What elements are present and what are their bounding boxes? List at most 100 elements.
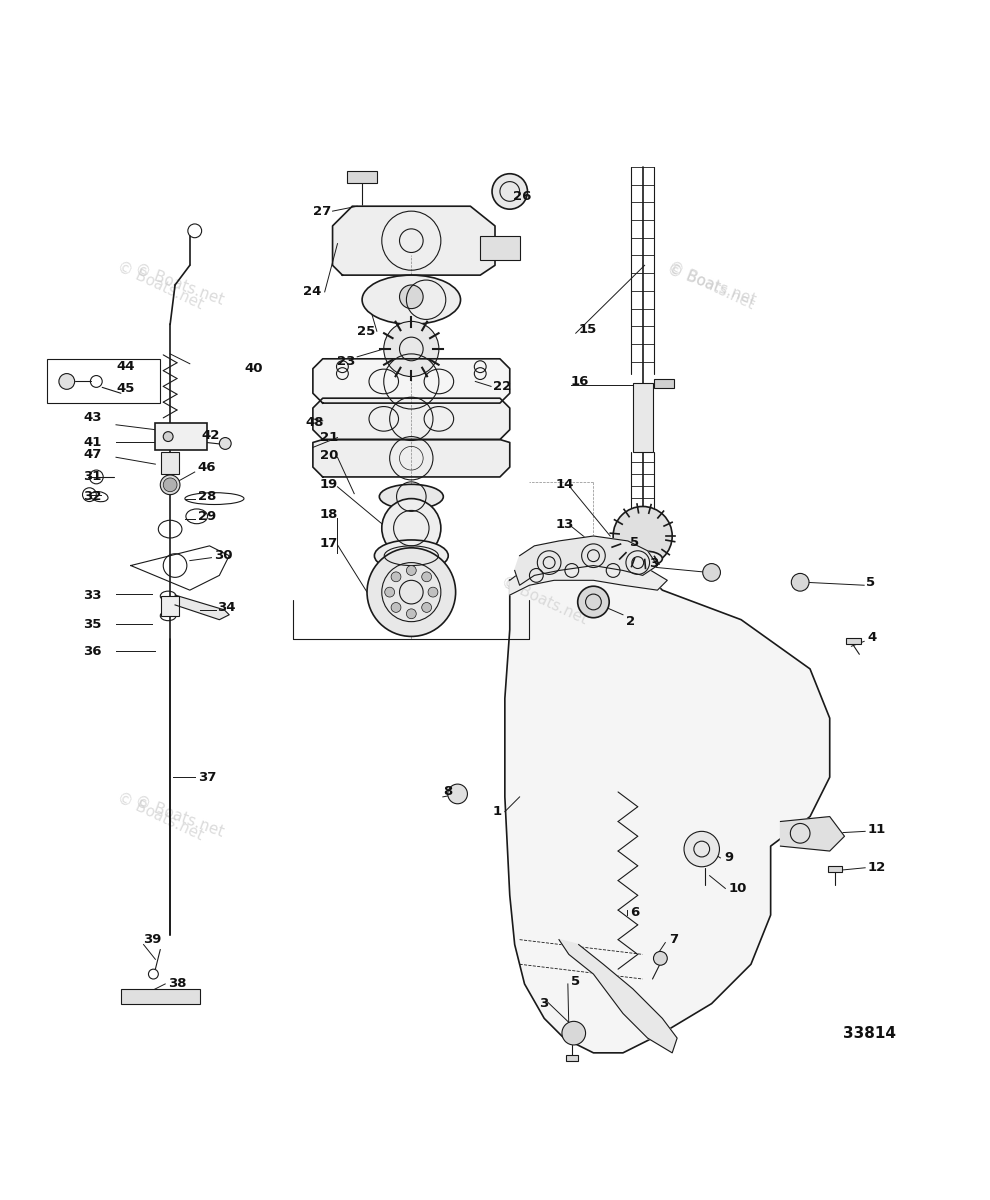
Polygon shape [510, 556, 667, 595]
Circle shape [428, 587, 438, 598]
Text: 37: 37 [198, 770, 216, 784]
Text: © Boats.net: © Boats.net [134, 262, 227, 308]
Text: 2: 2 [626, 616, 635, 628]
Text: 21: 21 [320, 431, 338, 444]
Circle shape [407, 565, 416, 575]
Ellipse shape [362, 275, 460, 324]
Text: 29: 29 [198, 510, 216, 523]
Text: 9: 9 [725, 852, 734, 864]
Text: © Boats.net: © Boats.net [115, 790, 206, 844]
Text: 8: 8 [443, 786, 452, 798]
Circle shape [400, 284, 423, 308]
Text: 5: 5 [630, 536, 639, 550]
Polygon shape [559, 940, 677, 1052]
Text: 4: 4 [867, 631, 876, 644]
Circle shape [367, 548, 455, 636]
Circle shape [578, 587, 609, 618]
Circle shape [385, 587, 395, 598]
Polygon shape [313, 359, 510, 403]
Bar [161, 452, 179, 474]
Circle shape [791, 574, 809, 592]
Circle shape [492, 174, 528, 209]
Text: 20: 20 [320, 449, 339, 462]
Polygon shape [313, 398, 510, 439]
Text: 35: 35 [83, 618, 102, 631]
Bar [121, 989, 200, 1003]
Text: 48: 48 [305, 416, 324, 430]
Text: 27: 27 [313, 205, 331, 217]
Circle shape [160, 475, 180, 494]
Circle shape [163, 432, 173, 442]
Circle shape [703, 564, 721, 581]
Text: 14: 14 [556, 479, 574, 491]
Text: 30: 30 [215, 550, 233, 562]
Text: 16: 16 [571, 374, 589, 388]
Circle shape [613, 506, 672, 565]
Bar [161, 596, 179, 616]
Text: 32: 32 [83, 490, 102, 503]
Text: 44: 44 [116, 360, 135, 373]
Circle shape [391, 602, 401, 612]
Text: © Boats.net: © Boats.net [499, 574, 590, 626]
Text: 25: 25 [357, 325, 375, 337]
Text: 15: 15 [579, 323, 597, 336]
Bar [846, 638, 861, 644]
Text: 24: 24 [303, 286, 322, 299]
Text: © Boats.net: © Boats.net [666, 258, 757, 312]
Circle shape [407, 608, 416, 619]
Ellipse shape [374, 540, 448, 571]
Text: 33814: 33814 [842, 1026, 896, 1040]
Text: 39: 39 [144, 934, 162, 946]
Text: 3: 3 [540, 997, 548, 1010]
Circle shape [684, 832, 720, 866]
Text: © Boats.net: © Boats.net [665, 262, 758, 308]
Bar [828, 865, 842, 871]
Text: 47: 47 [83, 448, 102, 461]
Polygon shape [333, 206, 495, 275]
Text: 36: 36 [83, 644, 102, 658]
Text: 43: 43 [83, 412, 102, 425]
Text: 31: 31 [83, 470, 102, 484]
Polygon shape [515, 536, 657, 586]
Text: 12: 12 [867, 862, 885, 875]
Circle shape [391, 572, 401, 582]
Polygon shape [313, 439, 510, 476]
Text: 45: 45 [116, 382, 135, 395]
Text: 5: 5 [571, 976, 580, 989]
Text: 33: 33 [83, 588, 102, 601]
Text: 10: 10 [729, 882, 746, 895]
Text: 42: 42 [202, 430, 220, 442]
Bar [566, 1055, 578, 1061]
Text: 5: 5 [866, 576, 875, 589]
Text: 7: 7 [669, 934, 678, 946]
Circle shape [382, 499, 441, 558]
Text: 40: 40 [244, 362, 262, 376]
Circle shape [384, 322, 439, 377]
Bar [654, 378, 674, 389]
Text: 46: 46 [198, 461, 216, 474]
Circle shape [163, 478, 177, 492]
Bar [480, 235, 520, 260]
Ellipse shape [379, 485, 444, 509]
Text: 23: 23 [338, 355, 355, 368]
Text: 38: 38 [168, 978, 187, 990]
Bar [48, 359, 160, 403]
Circle shape [653, 952, 667, 965]
Text: 11: 11 [867, 823, 885, 836]
Text: 41: 41 [83, 436, 102, 449]
Text: 19: 19 [320, 479, 338, 491]
Text: 18: 18 [320, 508, 339, 521]
Text: © Boats.net: © Boats.net [626, 793, 719, 840]
Ellipse shape [623, 551, 662, 566]
Text: 28: 28 [198, 490, 216, 503]
Text: 34: 34 [218, 601, 236, 614]
Text: 3: 3 [649, 557, 658, 570]
Circle shape [422, 602, 432, 612]
Circle shape [422, 572, 432, 582]
Text: 22: 22 [493, 380, 511, 392]
Text: © Boats.net: © Boats.net [134, 793, 227, 840]
Polygon shape [175, 595, 230, 619]
Bar [633, 384, 652, 452]
Polygon shape [505, 565, 830, 1052]
Bar [155, 422, 207, 450]
